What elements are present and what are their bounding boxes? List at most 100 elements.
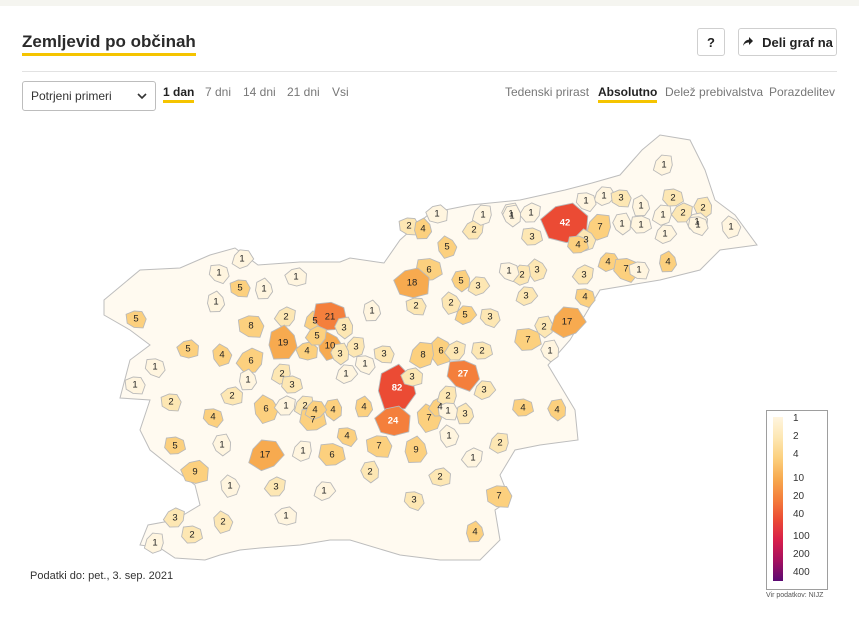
municipality[interactable] xyxy=(521,227,544,246)
municipality[interactable] xyxy=(446,360,480,392)
municipality[interactable] xyxy=(212,343,233,367)
municipality[interactable] xyxy=(547,398,567,422)
municipality[interactable] xyxy=(687,216,709,237)
municipality[interactable] xyxy=(318,443,346,466)
municipality[interactable] xyxy=(567,235,590,254)
municipality[interactable] xyxy=(651,204,672,226)
municipality[interactable] xyxy=(498,262,520,283)
municipality[interactable] xyxy=(659,250,678,273)
municipality[interactable] xyxy=(485,485,513,508)
municipality[interactable] xyxy=(263,476,286,497)
municipality[interactable] xyxy=(124,376,146,395)
municipality[interactable] xyxy=(575,192,597,213)
municipality[interactable] xyxy=(220,474,241,498)
municipality[interactable] xyxy=(467,276,491,296)
municipality[interactable] xyxy=(400,367,423,387)
municipality[interactable] xyxy=(652,154,673,176)
municipality[interactable] xyxy=(502,204,522,228)
municipality[interactable] xyxy=(534,315,554,339)
municipality[interactable] xyxy=(632,194,651,217)
municipality[interactable] xyxy=(212,433,232,457)
municipality[interactable] xyxy=(273,395,296,416)
tab-7-dni[interactable]: 7 dni xyxy=(205,85,232,99)
municipality[interactable] xyxy=(335,364,359,384)
municipality[interactable] xyxy=(461,219,484,240)
municipality[interactable] xyxy=(360,460,380,484)
municipality[interactable] xyxy=(630,215,653,234)
municipality[interactable] xyxy=(454,305,478,325)
municipality[interactable] xyxy=(428,467,451,487)
municipality[interactable] xyxy=(235,347,264,374)
tab-14-dni[interactable]: 14 dni xyxy=(243,85,276,99)
municipality[interactable] xyxy=(295,341,318,361)
municipality[interactable] xyxy=(540,339,560,363)
municipality[interactable] xyxy=(231,249,255,269)
municipality[interactable] xyxy=(162,507,185,528)
municipality[interactable] xyxy=(239,368,258,391)
municipality[interactable] xyxy=(514,328,542,351)
municipality[interactable] xyxy=(334,316,354,340)
tab-vsi[interactable]: Vsi xyxy=(332,85,349,99)
municipality[interactable] xyxy=(550,306,587,339)
municipality[interactable] xyxy=(441,291,462,315)
municipality[interactable] xyxy=(363,299,382,322)
municipality[interactable] xyxy=(125,310,147,329)
municipality[interactable] xyxy=(515,286,539,306)
municipality[interactable] xyxy=(284,267,307,287)
municipality[interactable] xyxy=(144,358,166,379)
municipality[interactable] xyxy=(336,427,358,448)
municipality[interactable] xyxy=(255,277,274,300)
municipality[interactable] xyxy=(628,261,650,280)
municipality[interactable] xyxy=(471,341,494,360)
tab-tedenski-prirast[interactable]: Tedenski prirast xyxy=(505,85,590,99)
municipality[interactable] xyxy=(393,267,430,299)
municipality[interactable] xyxy=(456,402,475,425)
municipality[interactable] xyxy=(208,264,230,285)
municipality[interactable] xyxy=(721,215,742,239)
municipality[interactable] xyxy=(374,405,411,437)
municipality[interactable] xyxy=(207,290,226,313)
municipality[interactable] xyxy=(143,532,164,554)
municipality[interactable] xyxy=(414,217,433,240)
municipality[interactable] xyxy=(304,400,328,420)
municipality[interactable] xyxy=(160,393,182,412)
municipality[interactable] xyxy=(202,408,224,429)
municipality[interactable] xyxy=(176,339,199,359)
municipality[interactable] xyxy=(274,506,297,526)
municipality[interactable] xyxy=(248,439,285,472)
municipality[interactable] xyxy=(180,459,209,484)
help-button[interactable]: ? xyxy=(697,28,725,56)
municipality[interactable] xyxy=(304,325,327,346)
municipality[interactable] xyxy=(443,340,466,361)
municipality[interactable] xyxy=(404,435,428,463)
municipality[interactable] xyxy=(273,306,296,327)
municipality[interactable] xyxy=(237,315,265,338)
municipality[interactable] xyxy=(164,436,187,455)
tab-delez-prebivalstva[interactable]: Delež prebivalstva xyxy=(665,85,764,99)
municipality[interactable] xyxy=(612,212,632,236)
municipality[interactable] xyxy=(571,264,594,285)
municipality[interactable] xyxy=(405,297,427,316)
tab-porazdelitev[interactable]: Porazdelitev xyxy=(769,85,836,99)
municipality[interactable] xyxy=(281,375,304,394)
municipality[interactable] xyxy=(654,224,678,244)
municipality[interactable] xyxy=(473,380,497,400)
tab-1-dan[interactable]: 1 dan xyxy=(163,85,195,103)
tab-21-dni[interactable]: 21 dni xyxy=(287,85,320,99)
municipality[interactable] xyxy=(268,324,298,360)
municipality[interactable] xyxy=(610,189,632,208)
municipality[interactable] xyxy=(471,204,492,226)
municipality[interactable] xyxy=(512,398,535,417)
metric-select[interactable]: Potrjeni primeri xyxy=(22,81,156,111)
municipality[interactable] xyxy=(323,398,343,422)
municipality[interactable] xyxy=(365,435,393,458)
municipality[interactable] xyxy=(437,402,459,421)
municipality[interactable] xyxy=(460,447,483,468)
municipality[interactable] xyxy=(220,386,243,406)
municipality[interactable] xyxy=(373,345,395,364)
municipality[interactable] xyxy=(586,213,611,241)
share-button[interactable]: Deli graf na xyxy=(738,28,837,56)
municipality[interactable] xyxy=(229,279,251,298)
municipality[interactable] xyxy=(451,269,471,293)
municipality[interactable] xyxy=(662,188,685,207)
